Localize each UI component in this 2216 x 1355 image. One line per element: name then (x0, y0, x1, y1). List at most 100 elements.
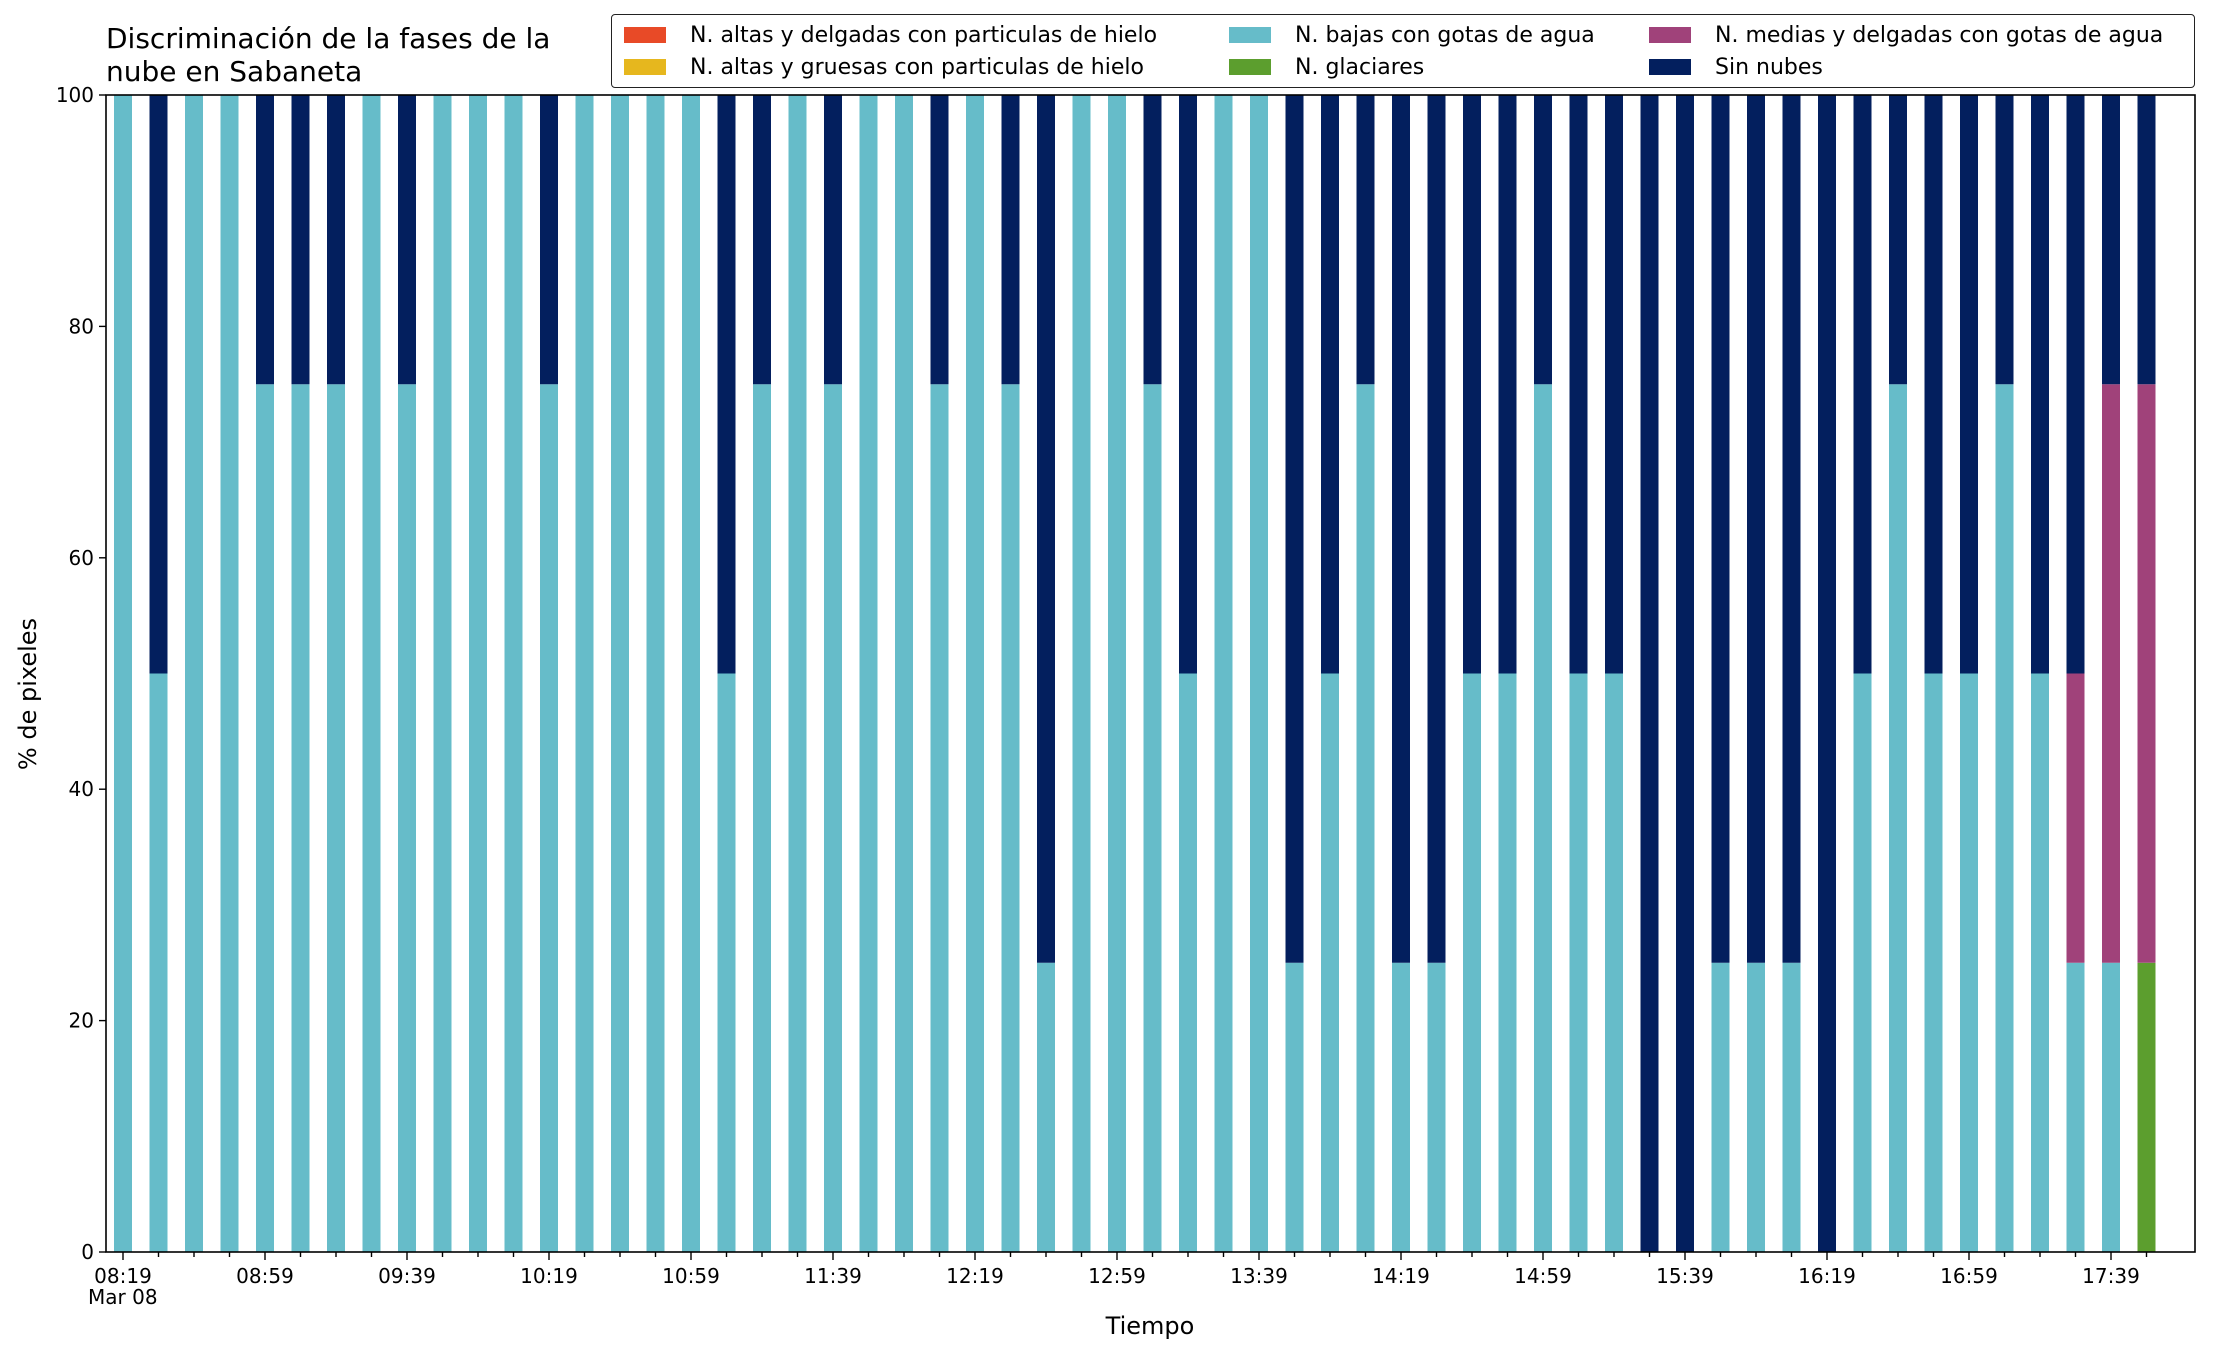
bar-segment (362, 95, 381, 1252)
bar-segment (682, 95, 700, 1252)
legend-swatch (1229, 27, 1271, 43)
bar-segment (1143, 95, 1162, 385)
bar-segment (398, 95, 416, 385)
bar-segment (1534, 384, 1552, 1252)
bar-segment (2066, 673, 2085, 963)
bar-segment (504, 95, 523, 1252)
legend-swatch (624, 59, 666, 75)
x-date-label: Mar 08 (88, 1285, 158, 1309)
bar-segment (2102, 95, 2120, 385)
bar-segment (1960, 673, 1978, 1252)
bar-segment (859, 95, 878, 1252)
bar-segment (220, 95, 239, 1252)
x-tick-label: 08:59 (236, 1264, 294, 1288)
bar-segment (540, 95, 558, 385)
bar-segment (433, 95, 452, 1252)
y-tick-label: 100 (56, 83, 94, 107)
x-tick-label: 15:39 (1656, 1264, 1714, 1288)
bar-segment (1605, 95, 1623, 674)
bar-segment (1534, 95, 1552, 385)
legend-label: Sin nubes (1715, 54, 1823, 80)
legend-label: N. glaciares (1295, 54, 1425, 80)
bar-segment (788, 95, 807, 1252)
legend-entry-sin-nubes: Sin nubes (1649, 54, 1823, 80)
bar-segment (185, 95, 203, 1252)
legend-swatch (1649, 59, 1691, 75)
bar-segment (1179, 95, 1197, 674)
bar-segment (1711, 95, 1730, 963)
y-tick-label: 40 (69, 777, 94, 801)
plot-frame (105, 94, 2196, 1253)
legend-label: N. altas y gruesas con particulas de hie… (690, 54, 1144, 80)
bar-segment (2137, 962, 2156, 1252)
bar-segment (1889, 95, 1907, 385)
bar-segment (114, 95, 132, 1252)
bar-segment (1782, 962, 1801, 1252)
bar-segment (1640, 95, 1659, 1252)
bar-segment (1250, 95, 1268, 1252)
x-tick-label: 16:19 (1798, 1264, 1856, 1288)
bar-segment (1214, 95, 1233, 1252)
bar-segment (1782, 95, 1801, 963)
bar-segment (1711, 962, 1730, 1252)
bar-segment (1356, 95, 1375, 385)
x-tick-label: 10:59 (662, 1264, 720, 1288)
legend-entry-glaciares: N. glaciares (1229, 54, 1424, 80)
bar-segment (824, 95, 842, 385)
bar-segment (1569, 673, 1588, 1252)
bar-segment (1605, 673, 1623, 1252)
bar-segment (1285, 95, 1304, 963)
chart-title: Discriminación de la fases de la nube en… (106, 22, 551, 88)
bar-segment (717, 673, 736, 1252)
bar-segment (824, 384, 842, 1252)
bar-segment (1569, 95, 1588, 674)
x-tick-label: 16:59 (1940, 1264, 1998, 1288)
bar-segment (1037, 95, 1055, 963)
bar-segment (149, 673, 168, 1252)
legend-entry-altas-delgadas: N. altas y delgadas con particulas de hi… (624, 22, 1157, 48)
bar-segment (930, 95, 949, 385)
bar-segment (753, 384, 771, 1252)
bar-segment (1463, 95, 1481, 674)
bar-segment (1392, 962, 1410, 1252)
legend-entry-altas-gruesas: N. altas y gruesas con particulas de hie… (624, 54, 1144, 80)
legend: N. altas y delgadas con particulas de hi… (611, 14, 2195, 88)
bar-segment (966, 95, 984, 1252)
bar-segment (1889, 384, 1907, 1252)
bar-segment (291, 95, 310, 385)
bar-segment (1037, 962, 1055, 1252)
bar-segment (1285, 962, 1304, 1252)
bar-segment (1995, 95, 2014, 385)
bar-segment (256, 95, 274, 385)
x-tick-label: 09:39 (378, 1264, 436, 1288)
legend-label: N. altas y delgadas con particulas de hi… (690, 22, 1158, 48)
bar-segment (1924, 673, 1943, 1252)
bar-segment (1463, 673, 1481, 1252)
bar-segment (1143, 384, 1162, 1252)
legend-swatch (1649, 27, 1691, 43)
bar-segment (2137, 95, 2156, 385)
x-tick-label: 17:39 (2082, 1264, 2140, 1288)
bar-segment (398, 384, 416, 1252)
bar-segment (2102, 962, 2120, 1252)
bar-segment (256, 384, 274, 1252)
bar-segment (1321, 95, 1339, 674)
bar-segment (1001, 384, 1020, 1252)
bar-segment (2066, 962, 2085, 1252)
bar-segment (1498, 673, 1517, 1252)
y-tick-label: 60 (69, 546, 94, 570)
bar-segment (1747, 962, 1765, 1252)
bar-segment (930, 384, 949, 1252)
bar-segment (575, 95, 594, 1252)
legend-entry-medias-agua: N. medias y delgadas con gotas de agua (1649, 22, 2163, 48)
bar-segment (2031, 95, 2049, 674)
bar-segment (1108, 95, 1126, 1252)
bar-segment (149, 95, 168, 674)
bar-segment (540, 384, 558, 1252)
bar-segment (1072, 95, 1091, 1252)
bar-segment (291, 384, 310, 1252)
bar-segment (2102, 384, 2120, 963)
bar-segment (1995, 384, 2014, 1252)
bar-segment (1818, 95, 1836, 1252)
